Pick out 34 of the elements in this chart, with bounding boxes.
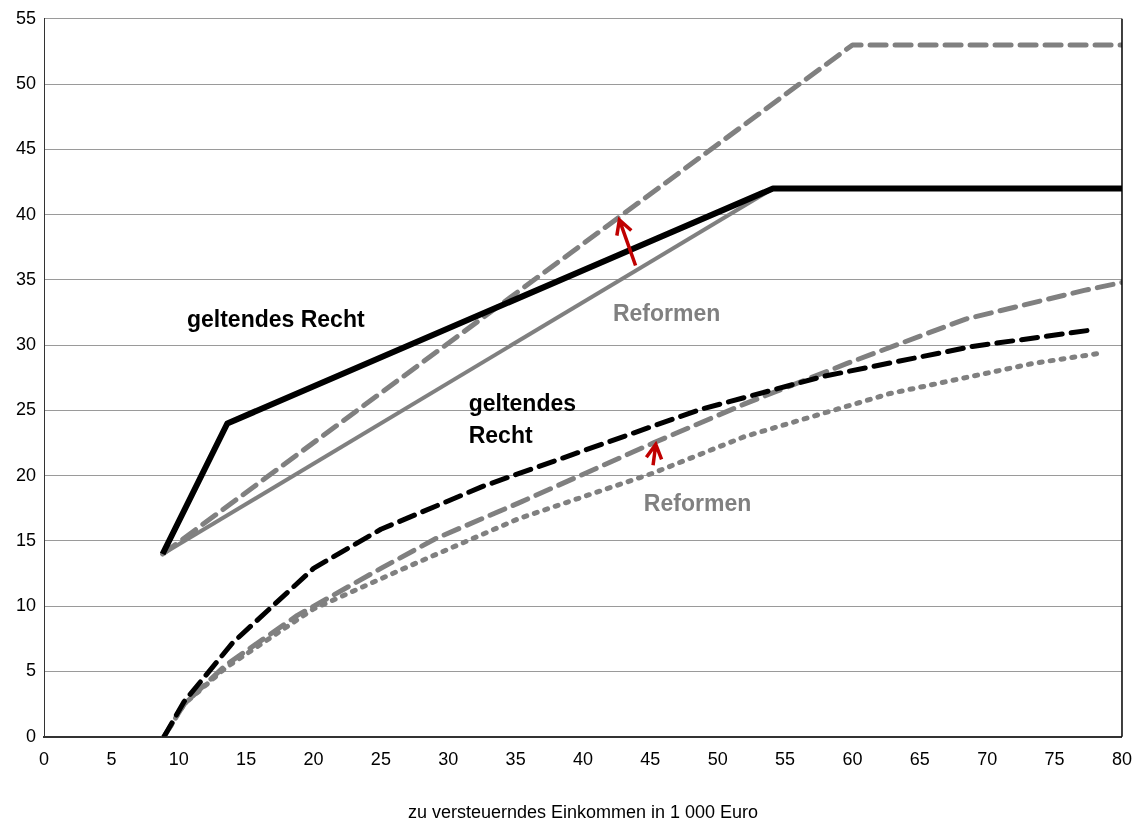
x-tick-label: 50 [707,748,728,769]
annotation: geltendes Recht [468,390,577,449]
y-tick-label: 15 [15,529,37,550]
y-tick-label: 0 [26,725,37,746]
x-tick-label: 80 [1111,748,1132,769]
y-tick-label: 30 [15,334,37,355]
x-tick-label: 40 [572,748,594,769]
x-tick-label: 30 [438,748,459,769]
x-tick-label: 0 [39,748,50,769]
y-tick-label: 25 [15,399,37,420]
x-tick-label: 70 [977,748,998,769]
x-tick-label: 60 [842,748,863,769]
x-tick-label: 20 [303,748,324,769]
x-axis-title: zu versteuerndes Einkommen in 1 000 Euro [407,802,759,823]
x-tick-label: 55 [775,748,796,769]
y-tick-label: 55 [15,7,37,28]
y-tick-label: 50 [15,73,37,94]
x-tick-label: 15 [236,748,257,769]
x-tick-label: 45 [640,748,661,769]
y-tick-label: 35 [15,268,37,289]
x-tick-label: 10 [168,748,189,769]
x-tick-label: 5 [106,748,117,769]
y-tick-label: 40 [15,203,37,224]
annotation: Reformen [612,300,721,327]
annotation: geltendes Recht [186,305,365,332]
x-tick-label: 35 [505,748,526,769]
y-tick-label: 5 [26,660,37,681]
annotation: Reformen [643,489,752,516]
y-tick-label: 20 [15,464,37,485]
x-tick-label: 75 [1044,748,1065,769]
y-tick-label: 45 [15,138,37,159]
x-tick-label: 25 [370,748,391,769]
y-tick-label: 10 [15,595,37,616]
x-tick-label: 65 [909,748,930,769]
